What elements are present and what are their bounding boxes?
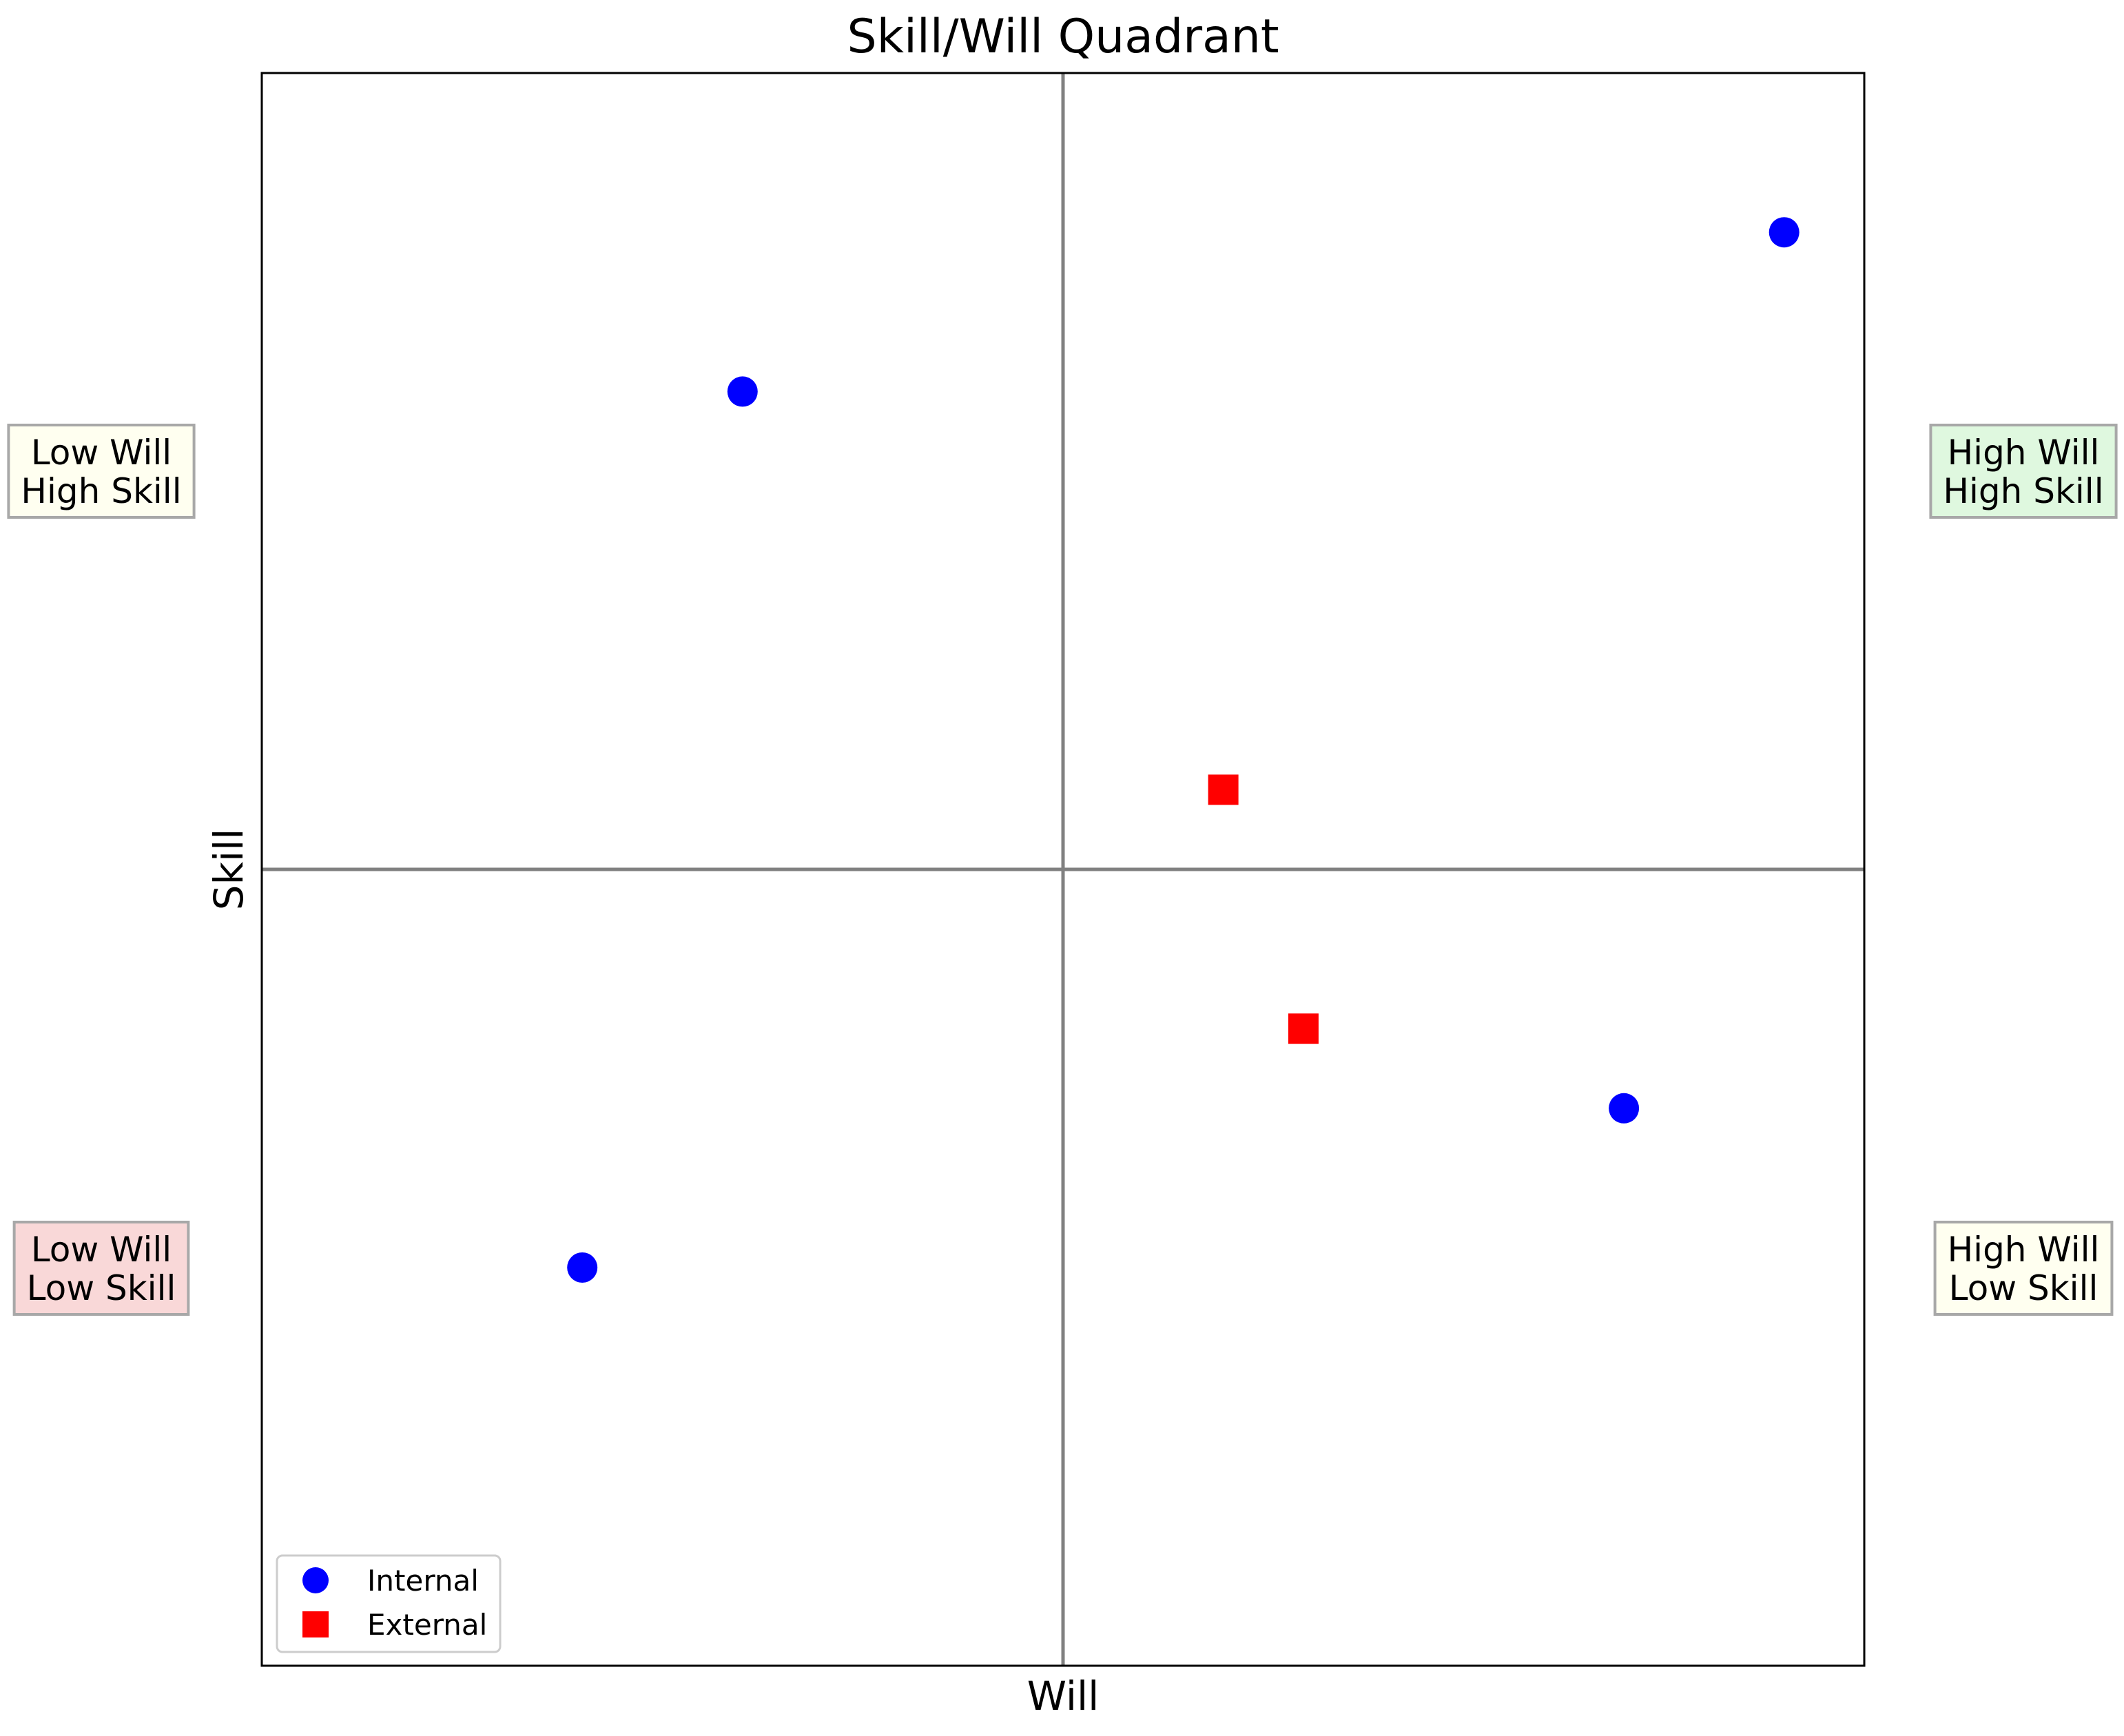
quadrant-label-line-1: High Will xyxy=(1948,433,2100,473)
legend-marker-internal xyxy=(302,1567,329,1593)
quadrant-dividers xyxy=(262,73,1864,1666)
legend-label-internal: Internal xyxy=(367,1564,479,1598)
quadrant-label-line-2: High Skill xyxy=(21,471,181,511)
legend-label-external: External xyxy=(367,1608,487,1642)
internal-point-1 xyxy=(727,376,758,407)
quadrant-label-line-2: High Skill xyxy=(1943,471,2103,511)
quadrant-label-line-2: Low Skill xyxy=(27,1268,176,1308)
internal-point-2 xyxy=(1769,217,1800,248)
quadrant-label-box xyxy=(12,1221,190,1316)
quadrant-label-line-1: High Will xyxy=(1948,1230,2100,1270)
quadrant-label-box xyxy=(7,424,196,519)
quadrant-label-box xyxy=(1933,1221,2114,1316)
quadrant-label-line-2: Low Skill xyxy=(1949,1268,2099,1308)
legend: Internal External xyxy=(276,1554,502,1653)
quadrant-label-line-1: Low Will xyxy=(31,1230,172,1270)
quadrant-label-box xyxy=(1929,424,2118,519)
plot-frame xyxy=(260,72,1866,1667)
quadrant-label-line-1: Low Will xyxy=(31,433,172,473)
x-axis-label: Will xyxy=(1027,1673,1099,1719)
external-point-1 xyxy=(1208,774,1239,805)
legend-box xyxy=(276,1554,502,1653)
internal-point-3 xyxy=(567,1252,598,1283)
external-point-2 xyxy=(1288,1013,1319,1044)
legend-marker-external xyxy=(302,1611,329,1637)
data-points xyxy=(567,217,1800,1283)
y-axis-label: Skill xyxy=(205,829,252,911)
chart-title: Skill/Will Quadrant xyxy=(847,10,1279,64)
internal-point-4 xyxy=(1609,1093,1640,1124)
